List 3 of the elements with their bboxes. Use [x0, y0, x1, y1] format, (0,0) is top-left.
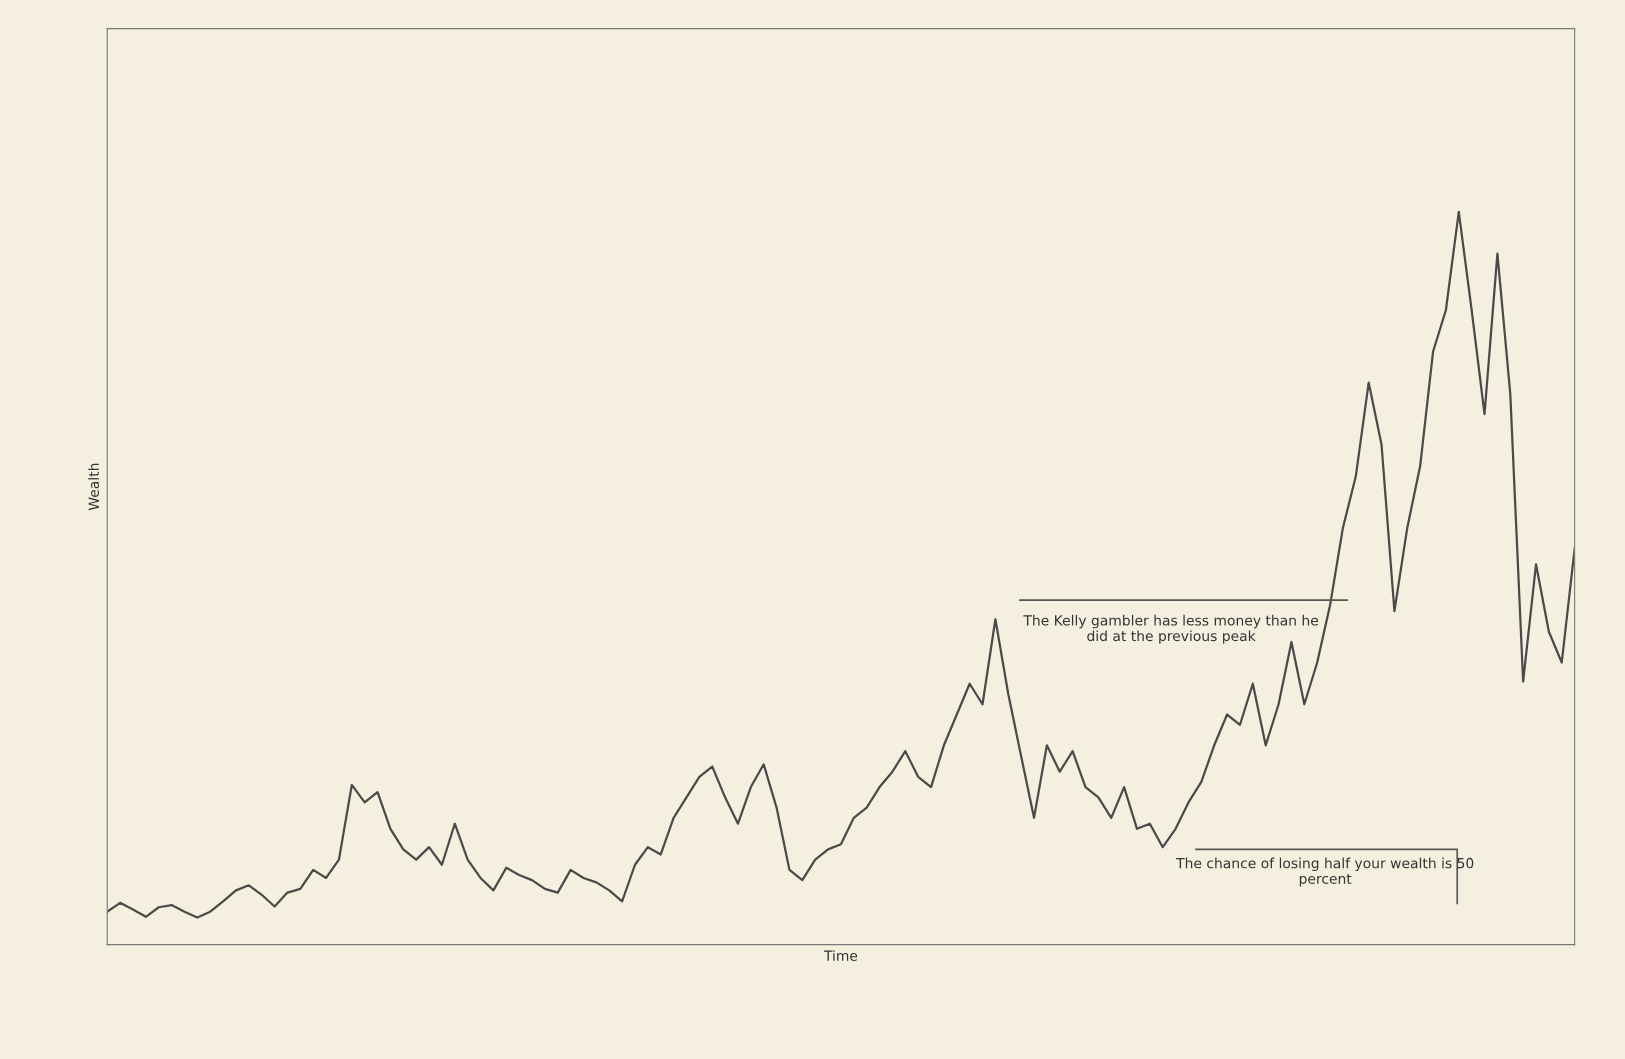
x-axis-title: Time	[823, 950, 858, 961]
annotation: The Kelly gambler has less money than he did at the previous peak	[1023, 614, 1319, 644]
y-axis-title: Wealth	[88, 463, 99, 511]
